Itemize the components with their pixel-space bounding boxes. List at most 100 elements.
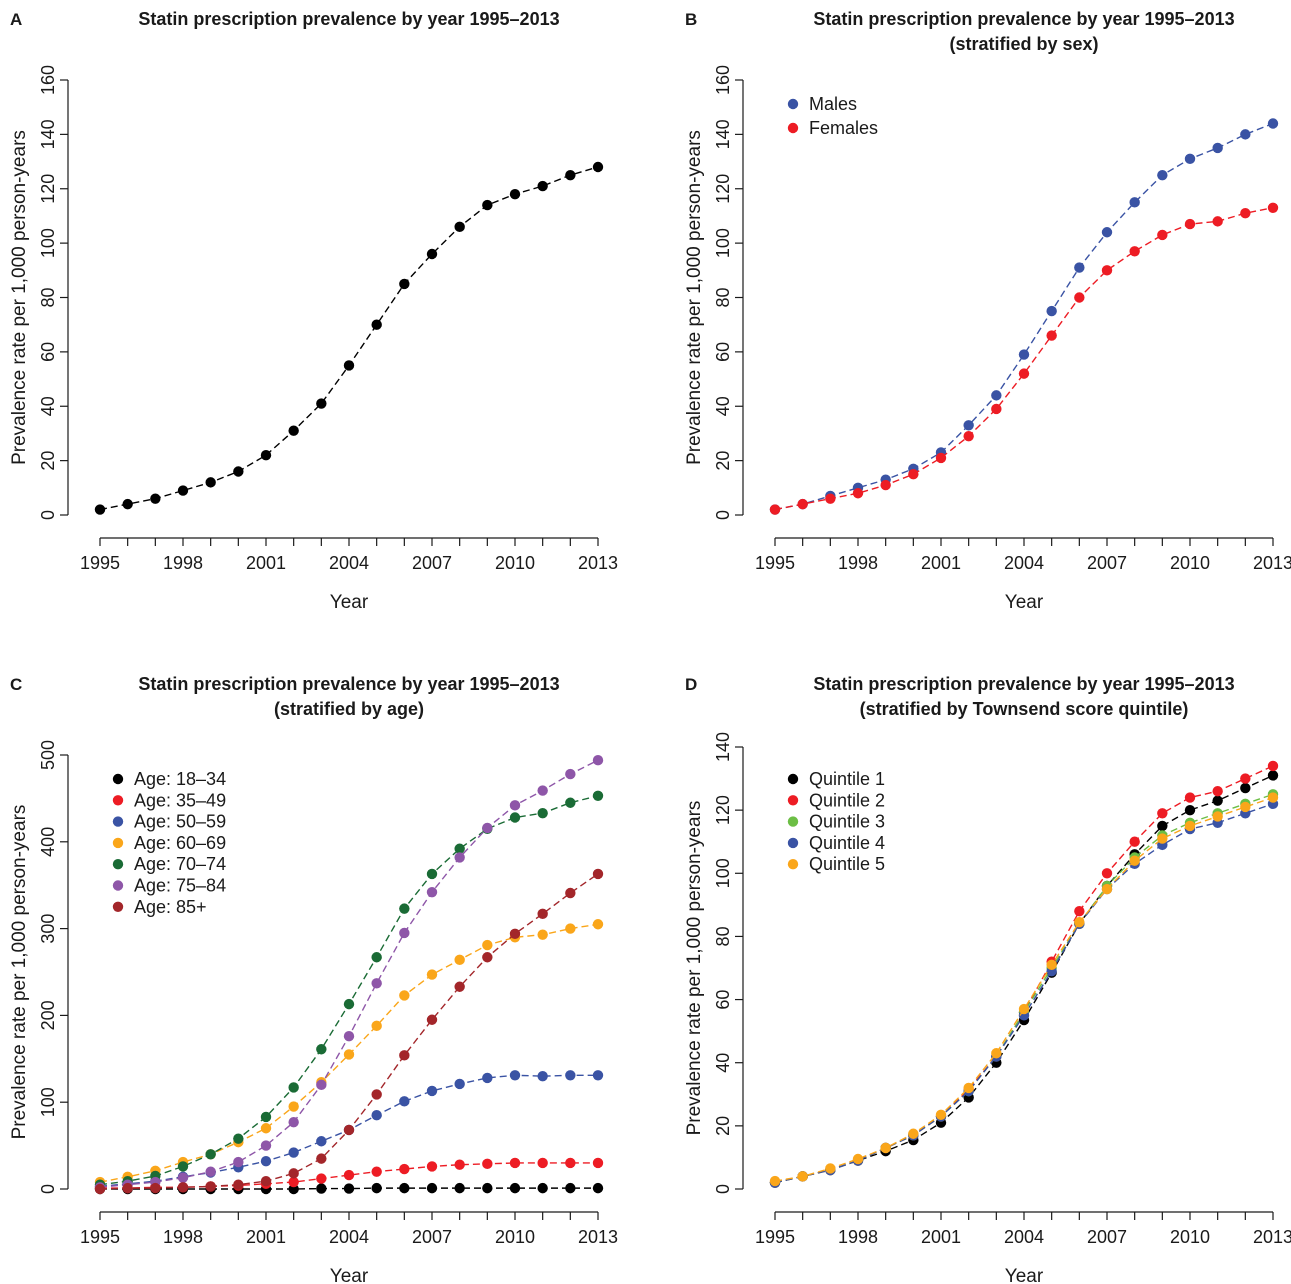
legend-marker [787,98,799,110]
y-tick-label: 0 [38,1184,58,1194]
data-point [426,886,438,898]
y-tick-label: 140 [713,732,733,762]
legend-marker [112,837,124,849]
x-tick-label: 1995 [755,1227,795,1247]
data-point [150,1182,161,1194]
data-point [769,1175,781,1187]
data-point [565,169,576,181]
legend-marker [112,816,124,827]
x-tick-label: 2004 [329,553,369,573]
data-point [177,485,189,496]
data-point [991,390,1002,401]
data-point [1101,883,1113,895]
data-point [852,488,864,499]
data-point [454,981,465,992]
x-tick-label: 2010 [495,553,535,573]
data-point [343,1169,355,1181]
x-axis-label: Year [330,1266,369,1284]
data-point [288,1168,299,1179]
data-point [288,1176,299,1188]
data-point [482,199,493,211]
legend-label: Quintile 2 [809,790,885,810]
data-point [537,908,548,920]
x-tick-label: 2004 [1004,553,1044,573]
legend-label: Age: 50–59 [134,812,226,832]
x-tick-label: 2004 [1004,1227,1044,1247]
legend-label: Males [809,94,857,114]
data-point [1240,773,1251,784]
legend-marker [112,901,124,912]
legend-marker [112,880,124,891]
x-tick-label: 1998 [163,553,203,573]
data-point [454,1159,465,1170]
data-point [94,1183,106,1195]
legend-label: Age: 35–49 [134,790,226,810]
data-point [1184,153,1196,165]
x-tick-label: 2010 [1170,553,1210,573]
data-point [1212,795,1223,806]
y-tick-label: 20 [713,1116,733,1136]
data-point [1184,218,1196,230]
data-point [509,1157,521,1169]
series-age-85- [94,868,604,1195]
data-point [1267,118,1279,129]
data-point [426,969,438,980]
data-point [509,812,521,823]
data-point [537,1070,548,1082]
data-point [537,1182,548,1194]
legend-label: Quintile 3 [809,812,885,832]
data-point [288,425,299,436]
data-point [343,1124,355,1136]
data-point [482,1158,493,1170]
data-point [260,1156,272,1167]
legend-label: Age: 18–34 [134,769,226,789]
data-point [1129,855,1140,866]
data-point [963,420,974,431]
data-point [1129,836,1140,847]
data-point [1267,760,1279,772]
data-point [205,1166,216,1177]
legend-label: Quintile 1 [809,769,885,789]
data-point [482,822,493,834]
y-tick-label: 20 [38,451,58,471]
panel-d: D Statin prescription prevalence by year … [684,674,1291,1284]
data-point [371,1166,382,1177]
data-point [343,1049,355,1060]
data-point [880,1142,891,1154]
chart-subtitle: (stratified by age) [274,699,424,719]
y-axis-label: Prevalence rate per 1,000 person-years [684,130,705,465]
data-point [565,768,576,780]
x-tick-label: 2010 [495,1227,535,1247]
y-tick-label: 40 [38,396,58,416]
chart-subtitle: (stratified by Townsend score quintile) [860,699,1189,719]
y-tick-label: 80 [38,287,58,307]
data-point [991,403,1002,415]
legend-label: Age: 60–69 [134,833,226,853]
data-point [371,978,382,989]
data-point [1157,229,1168,241]
x-tick-label: 2013 [1253,553,1291,573]
data-point [426,248,438,260]
data-point [1212,786,1223,797]
x-tick-label: 1995 [755,553,795,573]
data-point [1018,368,1030,379]
data-point [482,1072,493,1084]
data-point [509,1070,521,1081]
data-point [1157,808,1168,819]
x-tick-label: 2001 [921,1227,961,1247]
data-point [1074,905,1085,917]
x-tick-label: 2013 [578,553,618,573]
data-point [963,430,974,442]
data-point [565,923,576,934]
x-axis-label: Year [1005,1266,1044,1284]
data-point [122,498,133,510]
data-point [399,903,410,914]
data-point [399,278,410,290]
data-point [565,887,576,899]
y-tick-label: 140 [713,119,733,149]
data-point [94,504,106,515]
data-point [371,1182,382,1194]
